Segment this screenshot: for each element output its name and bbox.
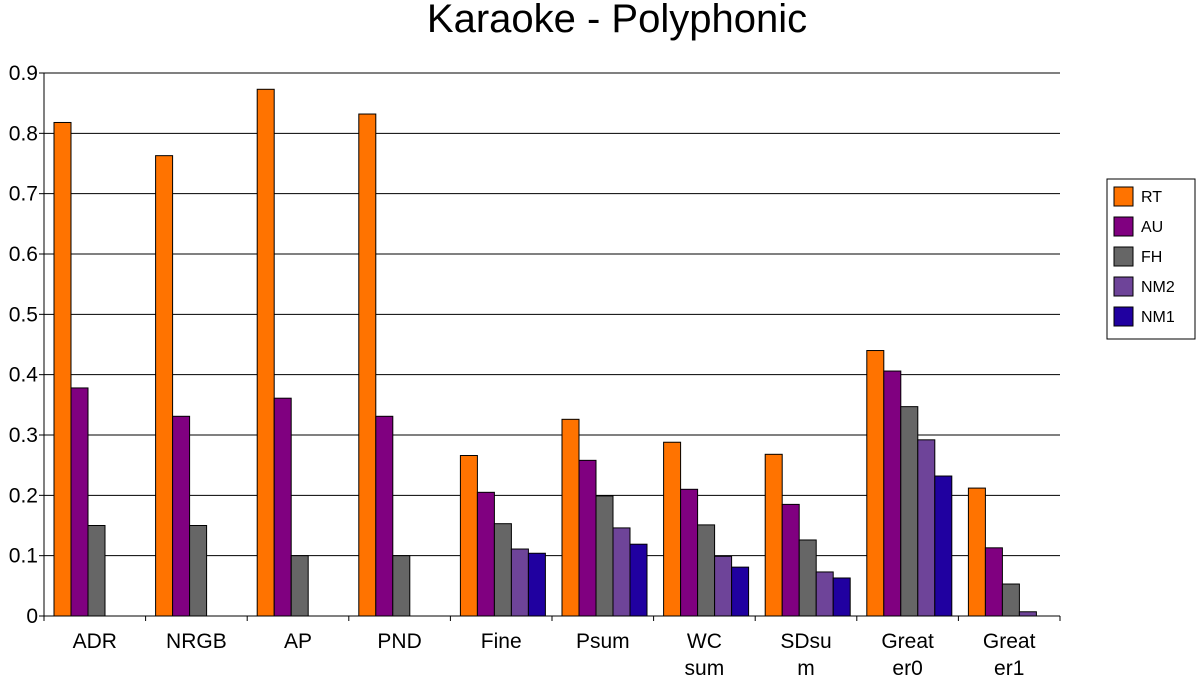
legend: RT AU FH NM2 NM1: [1106, 178, 1196, 340]
y-tick-label: 0.9: [9, 62, 38, 85]
x-tick-label: Psum: [576, 630, 630, 653]
bar-nm1: [832, 577, 851, 617]
bar-fh: [1001, 583, 1020, 617]
y-tick-label: 0.1: [9, 545, 38, 568]
bar-fh: [392, 555, 411, 617]
bar-rt: [764, 453, 783, 617]
legend-label: RT: [1141, 189, 1162, 206]
legend-swatch: [1113, 306, 1134, 327]
legend-label: NM1: [1141, 309, 1175, 326]
x-tick-label: Fine: [481, 630, 522, 653]
bar-fh: [189, 525, 208, 617]
x-tick-label: m: [797, 657, 815, 676]
x-tick-label: WC: [687, 630, 722, 653]
x-tick-label: er1: [994, 657, 1024, 676]
bar-nm2: [815, 571, 834, 617]
legend-label: FH: [1141, 249, 1162, 266]
bar-rt: [53, 121, 72, 617]
bar-fh: [87, 525, 106, 617]
y-tick-label: 0.6: [9, 243, 38, 266]
bar-nm2: [917, 439, 936, 617]
y-axis-ticks: 0 0.1 0.2 0.3 0.4 0.5 0.6 0.7 0.8 0.9: [9, 62, 44, 628]
x-tick-label: ADR: [73, 630, 117, 653]
legend-swatch: [1113, 186, 1134, 207]
bar-nm1: [731, 566, 750, 617]
x-tick-label: SDsu: [780, 630, 831, 653]
bar-fh: [493, 523, 512, 617]
bar-fh: [290, 555, 309, 617]
bar-au: [578, 459, 597, 617]
bar-fh: [900, 406, 919, 617]
bar-rt: [663, 441, 682, 617]
chart-title: Karaoke - Polyphonic: [427, 0, 807, 41]
y-tick-label: 0: [26, 605, 38, 628]
gridlines: [44, 72, 1060, 557]
x-axis-labels: ADR NRGB AP PND Fine Psum WC sum SDsu m Great er0 Gr…: [73, 630, 1036, 676]
bar-nm2: [1018, 611, 1037, 617]
bar-rt: [459, 455, 478, 617]
y-tick-label: 0.7: [9, 183, 38, 206]
bar-nm1: [629, 543, 648, 617]
bar-au: [984, 547, 1003, 617]
bar-rt: [155, 155, 174, 617]
bar-rt: [561, 418, 580, 617]
x-tick-label: Great: [983, 630, 1036, 653]
bar-rt: [358, 113, 377, 617]
bar-au: [680, 488, 699, 617]
bar-au: [70, 387, 89, 617]
bar-au: [375, 415, 394, 617]
legend-swatch: [1113, 246, 1134, 267]
legend-swatch: [1113, 216, 1134, 237]
bar-fh: [798, 539, 817, 617]
y-tick-label: 0.8: [9, 122, 38, 145]
bar-au: [883, 370, 902, 617]
bar-nm2: [714, 555, 733, 617]
x-tick-label: Great: [881, 630, 934, 653]
legend-swatch: [1113, 276, 1134, 297]
y-tick-label: 0.2: [9, 484, 38, 507]
axes: [43, 73, 1061, 621]
bars: [53, 88, 1037, 617]
legend-label: AU: [1141, 219, 1163, 236]
x-tick-label: NRGB: [166, 630, 227, 653]
bar-rt: [967, 487, 986, 617]
bar-au: [273, 397, 292, 617]
legend-label: NM2: [1141, 279, 1175, 296]
y-tick-label: 0.3: [9, 424, 38, 447]
bar-au: [781, 503, 800, 617]
bar-rt: [866, 350, 885, 617]
bar-nm1: [934, 475, 953, 617]
bar-fh: [697, 524, 716, 617]
x-tick-label: PND: [377, 630, 421, 653]
bar-nm1: [527, 552, 546, 617]
bar-au: [476, 491, 495, 617]
y-tick-label: 0.5: [9, 303, 38, 326]
bar-au: [172, 415, 191, 617]
bar-nm2: [510, 548, 529, 617]
bar-rt: [256, 88, 275, 617]
x-tick-label: er0: [892, 657, 922, 676]
x-tick-label: AP: [284, 630, 312, 653]
bar-fh: [595, 495, 614, 617]
x-tick-label: sum: [685, 657, 725, 676]
y-tick-label: 0.4: [9, 364, 39, 387]
bar-nm2: [612, 527, 631, 617]
